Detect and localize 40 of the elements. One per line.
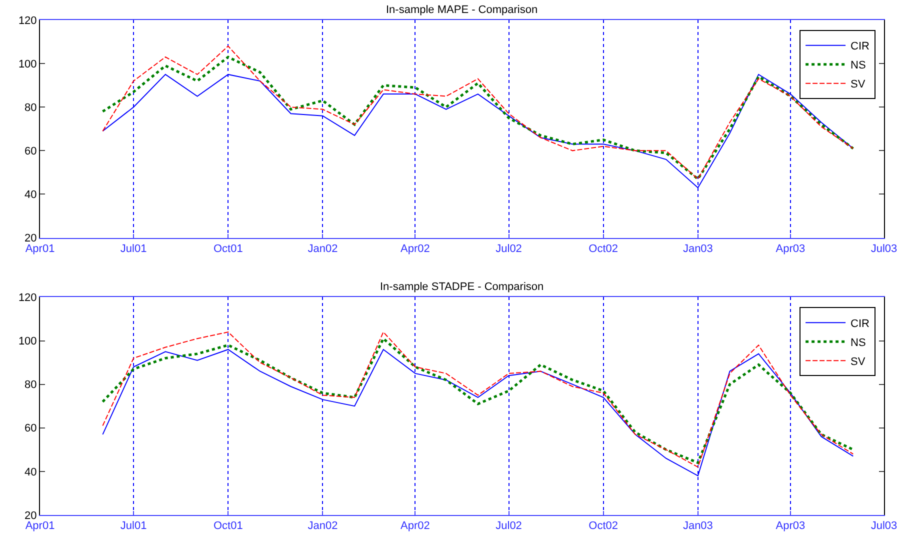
y-tick-label: 80: [24, 102, 37, 114]
y-tick-label: 120: [18, 292, 37, 304]
x-tick-label: Jul03: [870, 520, 898, 532]
x-tick-label: Apr01: [25, 520, 55, 532]
chart-title: In-sample STADPE - Comparison: [380, 281, 544, 293]
x-tick-label: Jul02: [496, 520, 522, 532]
x-tick-label: Apr03: [776, 243, 806, 255]
legend-label: SV: [850, 356, 866, 368]
x-tick-label: Jul01: [120, 243, 147, 255]
x-tick-label: Oct01: [213, 520, 243, 532]
x-tick-label: Jul01: [120, 520, 147, 532]
legend-label: CIR: [850, 318, 870, 330]
y-tick-label: 40: [24, 189, 37, 202]
y-tick-label: 100: [18, 336, 37, 348]
x-tick-label: Jan03: [682, 520, 713, 532]
y-tick-label: 20: [24, 510, 37, 522]
y-tick-label: 60: [24, 422, 37, 435]
y-tick-label: 100: [18, 58, 37, 70]
y-tick-label: 40: [24, 466, 37, 478]
x-tick-label: Jul03: [870, 243, 898, 255]
x-tick-label: Oct02: [588, 520, 618, 532]
legend-label: NS: [850, 60, 866, 72]
y-tick-label: 60: [24, 146, 37, 158]
x-tick-label: Oct02: [588, 243, 618, 255]
x-tick-label: Jan03: [682, 243, 713, 255]
x-tick-label: Apr02: [400, 243, 430, 255]
legend-label: CIR: [850, 40, 870, 53]
x-tick-label: Apr02: [400, 520, 430, 532]
x-tick-label: Apr01: [25, 243, 55, 255]
y-tick-label: 20: [24, 232, 37, 245]
chart-title: In-sample MAPE - Comparison: [386, 4, 538, 16]
y-tick-label: 80: [24, 379, 37, 392]
x-tick-label: Oct01: [213, 243, 243, 255]
legend-label: NS: [850, 336, 866, 349]
x-tick-label: Jan02: [308, 243, 338, 255]
x-tick-label: Apr03: [776, 520, 806, 532]
x-tick-label: Jan02: [308, 520, 338, 532]
y-tick-label: 120: [18, 14, 37, 27]
legend-label: SV: [850, 78, 866, 91]
x-tick-label: Jul02: [496, 243, 522, 255]
